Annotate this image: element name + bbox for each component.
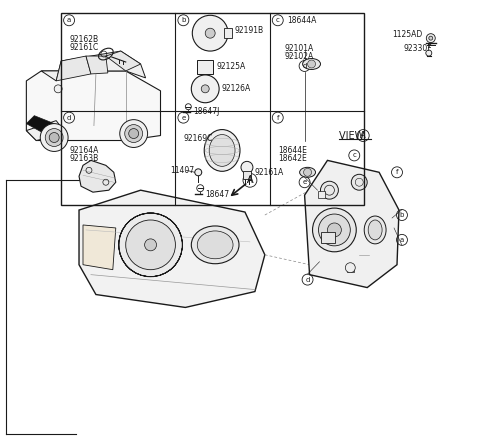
- Text: f: f: [396, 169, 398, 175]
- Text: 92191B: 92191B: [234, 26, 263, 35]
- Circle shape: [125, 125, 143, 143]
- Bar: [197, 60, 213, 74]
- Polygon shape: [26, 121, 66, 140]
- Ellipse shape: [368, 220, 382, 240]
- Ellipse shape: [197, 231, 233, 259]
- Circle shape: [308, 60, 315, 68]
- Ellipse shape: [364, 216, 386, 244]
- Text: b: b: [400, 212, 404, 218]
- Text: A: A: [247, 176, 253, 185]
- Bar: [61, 13, 364, 205]
- Circle shape: [45, 128, 63, 147]
- Text: d: d: [67, 115, 71, 121]
- Text: c: c: [276, 17, 280, 23]
- Circle shape: [205, 28, 215, 38]
- Circle shape: [40, 124, 68, 151]
- Bar: [317, 191, 325, 198]
- Polygon shape: [41, 51, 145, 81]
- Polygon shape: [305, 160, 399, 288]
- Ellipse shape: [192, 226, 239, 264]
- Circle shape: [129, 128, 139, 139]
- Text: d: d: [302, 63, 307, 69]
- Text: 18642E: 18642E: [278, 154, 307, 163]
- Circle shape: [49, 132, 59, 143]
- Bar: [224, 28, 232, 38]
- Polygon shape: [79, 160, 116, 192]
- Polygon shape: [79, 190, 265, 308]
- Text: 18647: 18647: [205, 190, 229, 199]
- Text: 18644E: 18644E: [278, 146, 307, 155]
- Text: A: A: [360, 131, 366, 140]
- Text: 92163B: 92163B: [69, 154, 98, 163]
- Circle shape: [429, 36, 433, 40]
- Circle shape: [144, 239, 156, 251]
- Bar: [348, 265, 354, 271]
- Text: 92162B: 92162B: [69, 35, 98, 44]
- Circle shape: [192, 15, 228, 51]
- Text: 92330F: 92330F: [404, 44, 432, 53]
- Circle shape: [195, 169, 202, 176]
- Text: 92125A: 92125A: [216, 62, 245, 71]
- Ellipse shape: [204, 129, 240, 171]
- Text: 1125AD: 1125AD: [392, 29, 422, 39]
- Circle shape: [319, 214, 350, 246]
- Circle shape: [426, 34, 435, 43]
- Text: f: f: [276, 115, 279, 121]
- Text: 92164A: 92164A: [69, 146, 98, 155]
- Text: 92161A: 92161A: [255, 168, 284, 177]
- Ellipse shape: [300, 167, 315, 177]
- Text: 92102A: 92102A: [285, 51, 314, 61]
- Text: b: b: [181, 17, 186, 23]
- Polygon shape: [86, 56, 108, 74]
- Text: A: A: [247, 175, 253, 185]
- Ellipse shape: [209, 135, 235, 166]
- Circle shape: [426, 50, 432, 56]
- Circle shape: [54, 85, 62, 93]
- Text: 18647J: 18647J: [193, 107, 220, 116]
- Circle shape: [201, 85, 209, 93]
- Polygon shape: [26, 116, 54, 134]
- Bar: [243, 171, 251, 179]
- Text: 92101A: 92101A: [285, 44, 314, 53]
- Circle shape: [192, 75, 219, 103]
- Text: 92169C: 92169C: [183, 134, 213, 143]
- Circle shape: [126, 220, 175, 270]
- Circle shape: [345, 263, 355, 273]
- Text: 11407: 11407: [170, 166, 194, 175]
- Circle shape: [303, 169, 312, 176]
- Circle shape: [312, 208, 356, 252]
- Text: a: a: [400, 237, 404, 243]
- Bar: [322, 232, 336, 243]
- Circle shape: [120, 120, 147, 147]
- Text: VIEW: VIEW: [339, 131, 368, 140]
- Circle shape: [241, 161, 253, 173]
- Text: a: a: [67, 17, 71, 23]
- Circle shape: [351, 174, 367, 190]
- Polygon shape: [56, 56, 91, 81]
- Text: e: e: [181, 115, 185, 121]
- Text: 18644A: 18644A: [288, 16, 317, 25]
- Text: e: e: [302, 179, 307, 185]
- Circle shape: [327, 223, 341, 237]
- Text: 92126A: 92126A: [221, 84, 251, 93]
- Polygon shape: [83, 225, 116, 270]
- Text: c: c: [352, 152, 356, 158]
- Circle shape: [321, 181, 338, 199]
- Polygon shape: [106, 51, 141, 71]
- Polygon shape: [26, 71, 160, 140]
- Text: 92161C: 92161C: [69, 43, 98, 51]
- Ellipse shape: [302, 59, 321, 70]
- Text: d: d: [305, 277, 310, 282]
- Circle shape: [119, 213, 182, 277]
